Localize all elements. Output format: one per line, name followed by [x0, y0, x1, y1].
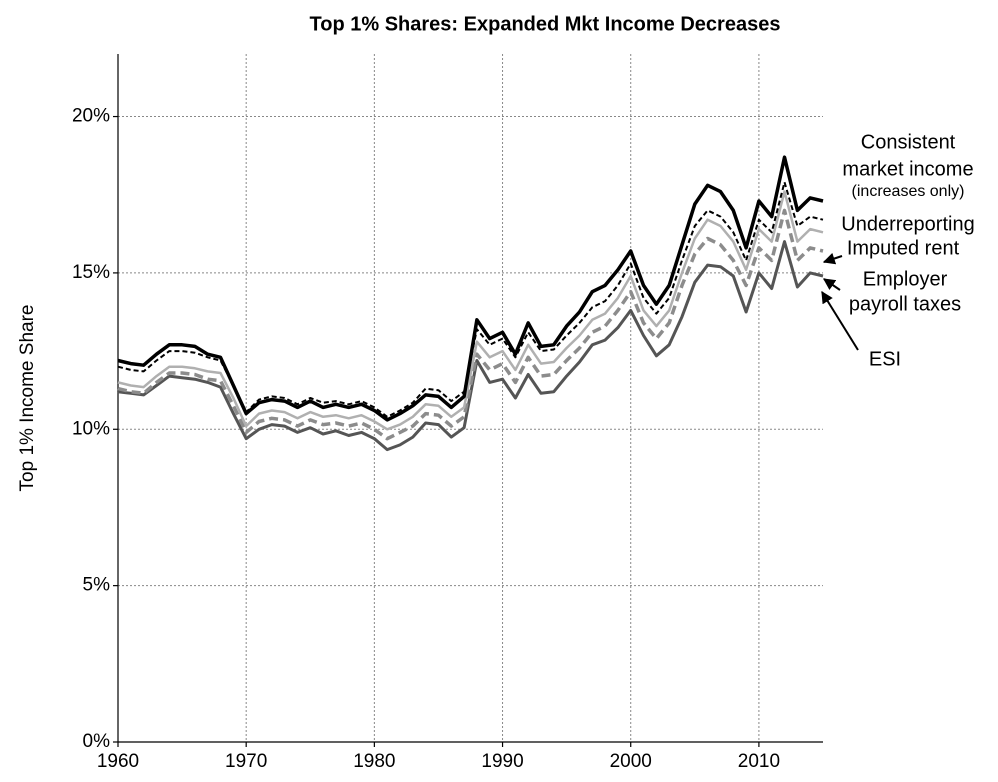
legend-label: Imputed rent	[847, 237, 960, 259]
y-tick-label: 15%	[72, 262, 110, 283]
grid: 0% 5% 10% 15% 20% 1960 1970 1980 1990 2000 2010	[72, 54, 823, 772]
series-line	[117, 155, 824, 422]
x-tick-label: 1980	[353, 751, 395, 772]
plot-lines	[117, 155, 824, 452]
series-line	[117, 190, 824, 431]
legend-label: market income	[842, 158, 973, 180]
y-tick-label: 20%	[72, 106, 110, 127]
x-tick-label: 1960	[97, 751, 139, 772]
series-labels: ESI Employer payroll taxes Imputed rentUnde…	[841, 131, 974, 370]
x-tick-label: 1990	[481, 751, 523, 772]
series-line	[117, 208, 824, 441]
x-tick-label: 2010	[738, 751, 780, 772]
y-tick-label: 5%	[83, 575, 111, 596]
legend-label: payroll taxes	[849, 293, 961, 315]
x-tick-label: 1970	[225, 751, 267, 772]
arrow	[821, 290, 859, 351]
arrow	[822, 252, 843, 265]
arrow	[823, 278, 841, 291]
legend-label: Consistent	[861, 131, 956, 153]
x-tick-label: 2000	[610, 751, 652, 772]
y-tick-label: 0%	[83, 731, 111, 752]
chart-title: Top 1% Shares: Expanded Mkt Income Decre…	[310, 13, 781, 35]
legend-label: Employer	[863, 268, 948, 290]
y-tick-label: 10%	[72, 418, 110, 439]
legend-label: (increases only)	[852, 183, 965, 200]
legend-label: ESI	[869, 348, 901, 370]
y-axis-label: Top 1% Income Share	[17, 305, 38, 492]
legend-label: Underreporting	[841, 213, 974, 235]
